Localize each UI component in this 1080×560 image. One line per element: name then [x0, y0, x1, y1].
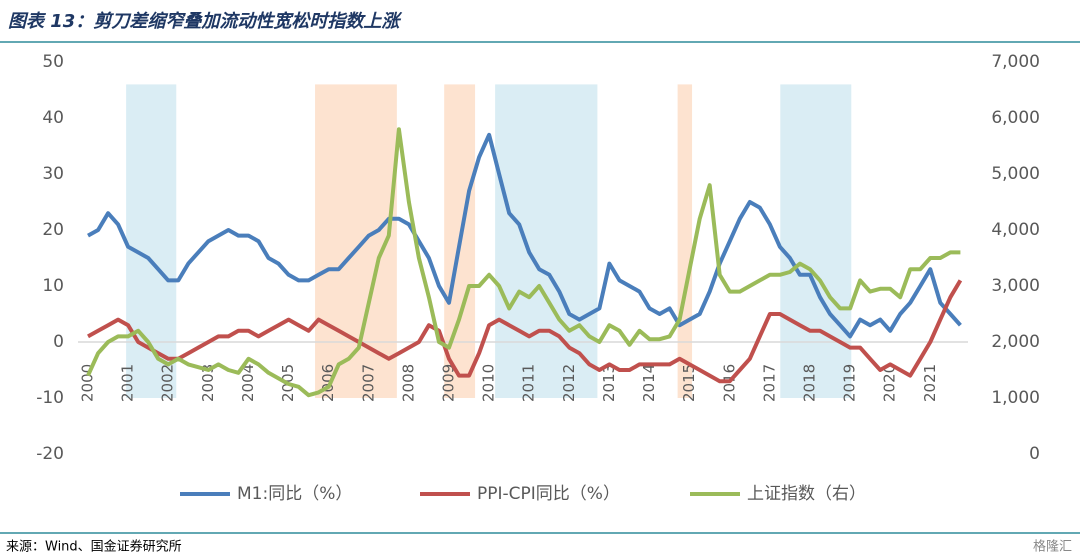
x-tick-label: 2020	[881, 364, 899, 402]
x-tick-label: 2001	[119, 364, 137, 402]
y-tick-label: 0	[53, 332, 64, 352]
y2-tick-label: 3,000	[991, 276, 1040, 296]
y-tick-label: -20	[36, 444, 64, 464]
series-line	[87, 279, 963, 384]
y2-tick-label: 6,000	[991, 108, 1040, 128]
series-line	[86, 127, 961, 398]
x-tick-label: 2021	[921, 364, 939, 402]
x-tick-label: 2007	[359, 364, 377, 402]
y2-tick-label: 7,000	[991, 52, 1040, 72]
x-tick-label: 2018	[800, 364, 818, 402]
x-tick-label: 2014	[640, 364, 658, 402]
y-tick-label: 30	[42, 164, 64, 184]
x-tick-label: 2002	[159, 364, 177, 402]
x-tick-label: 2012	[560, 364, 578, 402]
x-tick-label: 2009	[440, 364, 458, 402]
x-tick-label: 2010	[480, 364, 498, 402]
shaded-period	[495, 84, 598, 399]
shaded-period	[780, 84, 852, 399]
x-tick-label: 2011	[520, 364, 538, 402]
y-tick-label: 40	[42, 108, 64, 128]
y2-tick-label: 4,000	[991, 220, 1040, 240]
shaded-period	[677, 84, 693, 399]
plot: -20 -10 0 10 20 30 40 50 0 1,000 2,000 3,000 4,000 5,…	[36, 52, 1040, 504]
x-tick-label: 2017	[760, 364, 778, 402]
watermark: 格隆汇	[1033, 539, 1072, 555]
y2-tick-label: 1,000	[991, 388, 1040, 408]
x-tick-label: 2019	[841, 364, 859, 402]
y2-tick-label: 5,000	[991, 164, 1040, 184]
y-tick-label: -10	[36, 388, 64, 408]
chart-title: 图表 13：剪刀差缩窄叠加流动性宽松时指数上涨	[8, 11, 402, 32]
y-tick-label: 10	[42, 276, 64, 296]
legend-label: M1:同比（%）	[237, 484, 352, 504]
source: 来源：Wind、国金证券研究所	[6, 539, 182, 555]
y2-tick-label: 0	[1029, 444, 1040, 464]
x-tick-label: 2013	[600, 364, 618, 402]
y-tick-label: 50	[42, 52, 64, 72]
legend-label: 上证指数（右）	[747, 484, 866, 504]
x-tick-label: 2008	[399, 364, 417, 402]
x-tick-label: 2000	[79, 364, 97, 402]
x-tick-label: 2004	[239, 364, 257, 402]
y2-tick-label: 2,000	[991, 332, 1040, 352]
series-line	[87, 132, 962, 339]
shaded-period	[315, 84, 397, 399]
x-tick-label: 2003	[199, 364, 217, 402]
legend-label: PPI-CPI同比（%）	[477, 484, 620, 504]
y-tick-label: 20	[42, 220, 64, 240]
x-tick-label: 2015	[680, 364, 698, 402]
